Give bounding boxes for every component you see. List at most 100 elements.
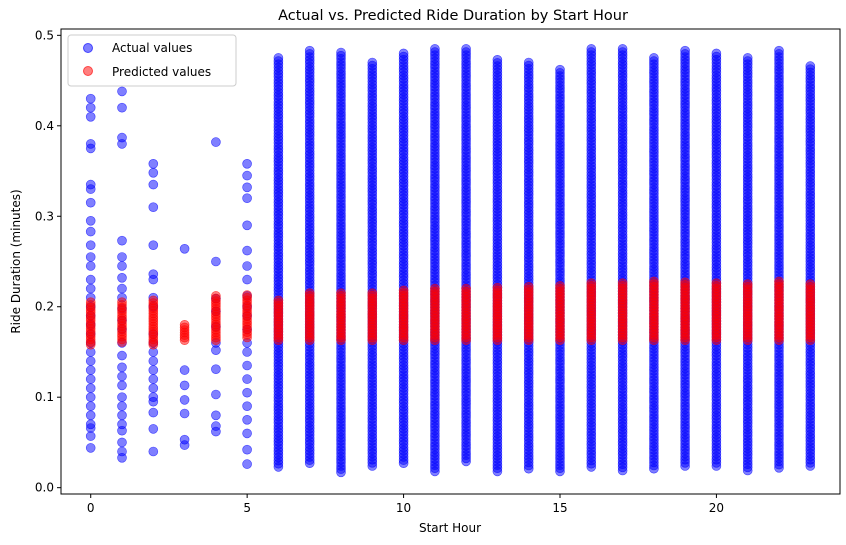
actual-point [85,419,96,430]
actual-point [117,371,127,382]
actual-point [273,53,284,63]
actual-point [148,240,159,250]
actual-point [148,159,159,169]
actual-point [148,168,159,178]
actual-point [211,256,221,267]
actual-point [430,44,440,54]
x-tick-label: 0 [87,501,95,515]
predicted-point [617,278,628,289]
predicted-point [649,276,659,287]
actual-point [85,283,96,294]
actual-point [179,365,190,375]
predicted-point [461,283,471,294]
chart-title: Actual vs. Predicted Ride Duration by St… [278,8,628,24]
actual-point [774,45,784,56]
predicted-point [398,285,409,296]
predicted-point [117,297,127,308]
actual-point [85,179,96,190]
actual-point [211,137,221,147]
actual-point [148,365,159,375]
actual-point [179,244,190,254]
predicted-point [336,288,346,299]
actual-point [492,54,503,65]
actual-point [242,220,252,231]
y-tick-label: 0.0 [35,481,54,495]
actual-point [117,419,127,430]
predicted-point [273,295,284,306]
predicted-point [304,288,315,299]
actual-point [117,437,127,448]
x-axis: 0 5 10 15 20 [87,494,724,515]
y-tick-label: 0.2 [35,300,54,314]
actual-point [461,44,471,54]
predicted-point [680,277,690,288]
actual-point [85,261,96,271]
actual-point [242,459,252,469]
actual-point [304,45,315,56]
actual-point [148,383,159,394]
actual-point [85,374,96,384]
y-tick-label: 0.3 [35,209,54,223]
predicted-point [586,278,597,289]
legend-label-actual: Actual values [112,41,192,55]
actual-point [117,380,127,391]
actual-point [242,182,252,193]
actual-point [742,53,753,63]
legend-marker-actual [83,43,93,53]
y-axis: 0.0 0.1 0.2 0.3 0.4 0.5 [35,28,61,495]
actual-point [85,401,96,412]
actual-point [85,252,96,262]
actual-point [117,86,127,97]
x-tick-label: 10 [396,501,411,515]
actual-point [711,48,722,59]
actual-point [211,364,221,375]
actual-point [148,374,159,384]
actual-point [85,443,96,453]
actual-point [117,283,127,294]
actual-point [179,380,190,391]
actual-point [148,269,159,280]
legend-label-predicted: Predicted values [112,65,211,79]
actual-point [117,362,127,373]
actual-point [85,139,96,149]
x-tick-label: 5 [243,501,251,515]
x-axis-label: Start Hour [419,521,481,535]
actual-point [523,57,534,68]
predicted-point [523,281,534,292]
y-tick-label: 0.5 [35,28,54,42]
predicted-point [555,281,565,291]
actual-point [555,64,565,75]
plot-frame [60,28,841,495]
actual-point [117,401,127,412]
actual-point [179,395,190,405]
actual-point [117,235,127,246]
series-actual [85,44,816,478]
actual-point [85,226,96,237]
actual-point [649,53,659,63]
actual-point [117,132,127,143]
actual-point [586,44,597,54]
actual-point [85,102,96,113]
predicted-point [367,288,378,299]
actual-point [117,261,127,271]
predicted-point [179,319,190,330]
actual-point [179,434,190,445]
predicted-point [148,295,159,306]
actual-point [148,424,159,434]
series-predicted [85,276,816,350]
actual-point [242,401,252,412]
actual-point [242,245,252,256]
actual-point [242,428,252,439]
x-tick-label: 15 [552,501,567,515]
predicted-point [430,283,440,294]
actual-point [148,202,159,212]
actual-point [148,407,159,418]
actual-point [179,408,190,419]
actual-point [85,240,96,250]
actual-point [148,356,159,366]
actual-point [680,45,690,56]
actual-point [85,356,96,366]
actual-point [242,274,252,285]
actual-point [242,360,252,371]
